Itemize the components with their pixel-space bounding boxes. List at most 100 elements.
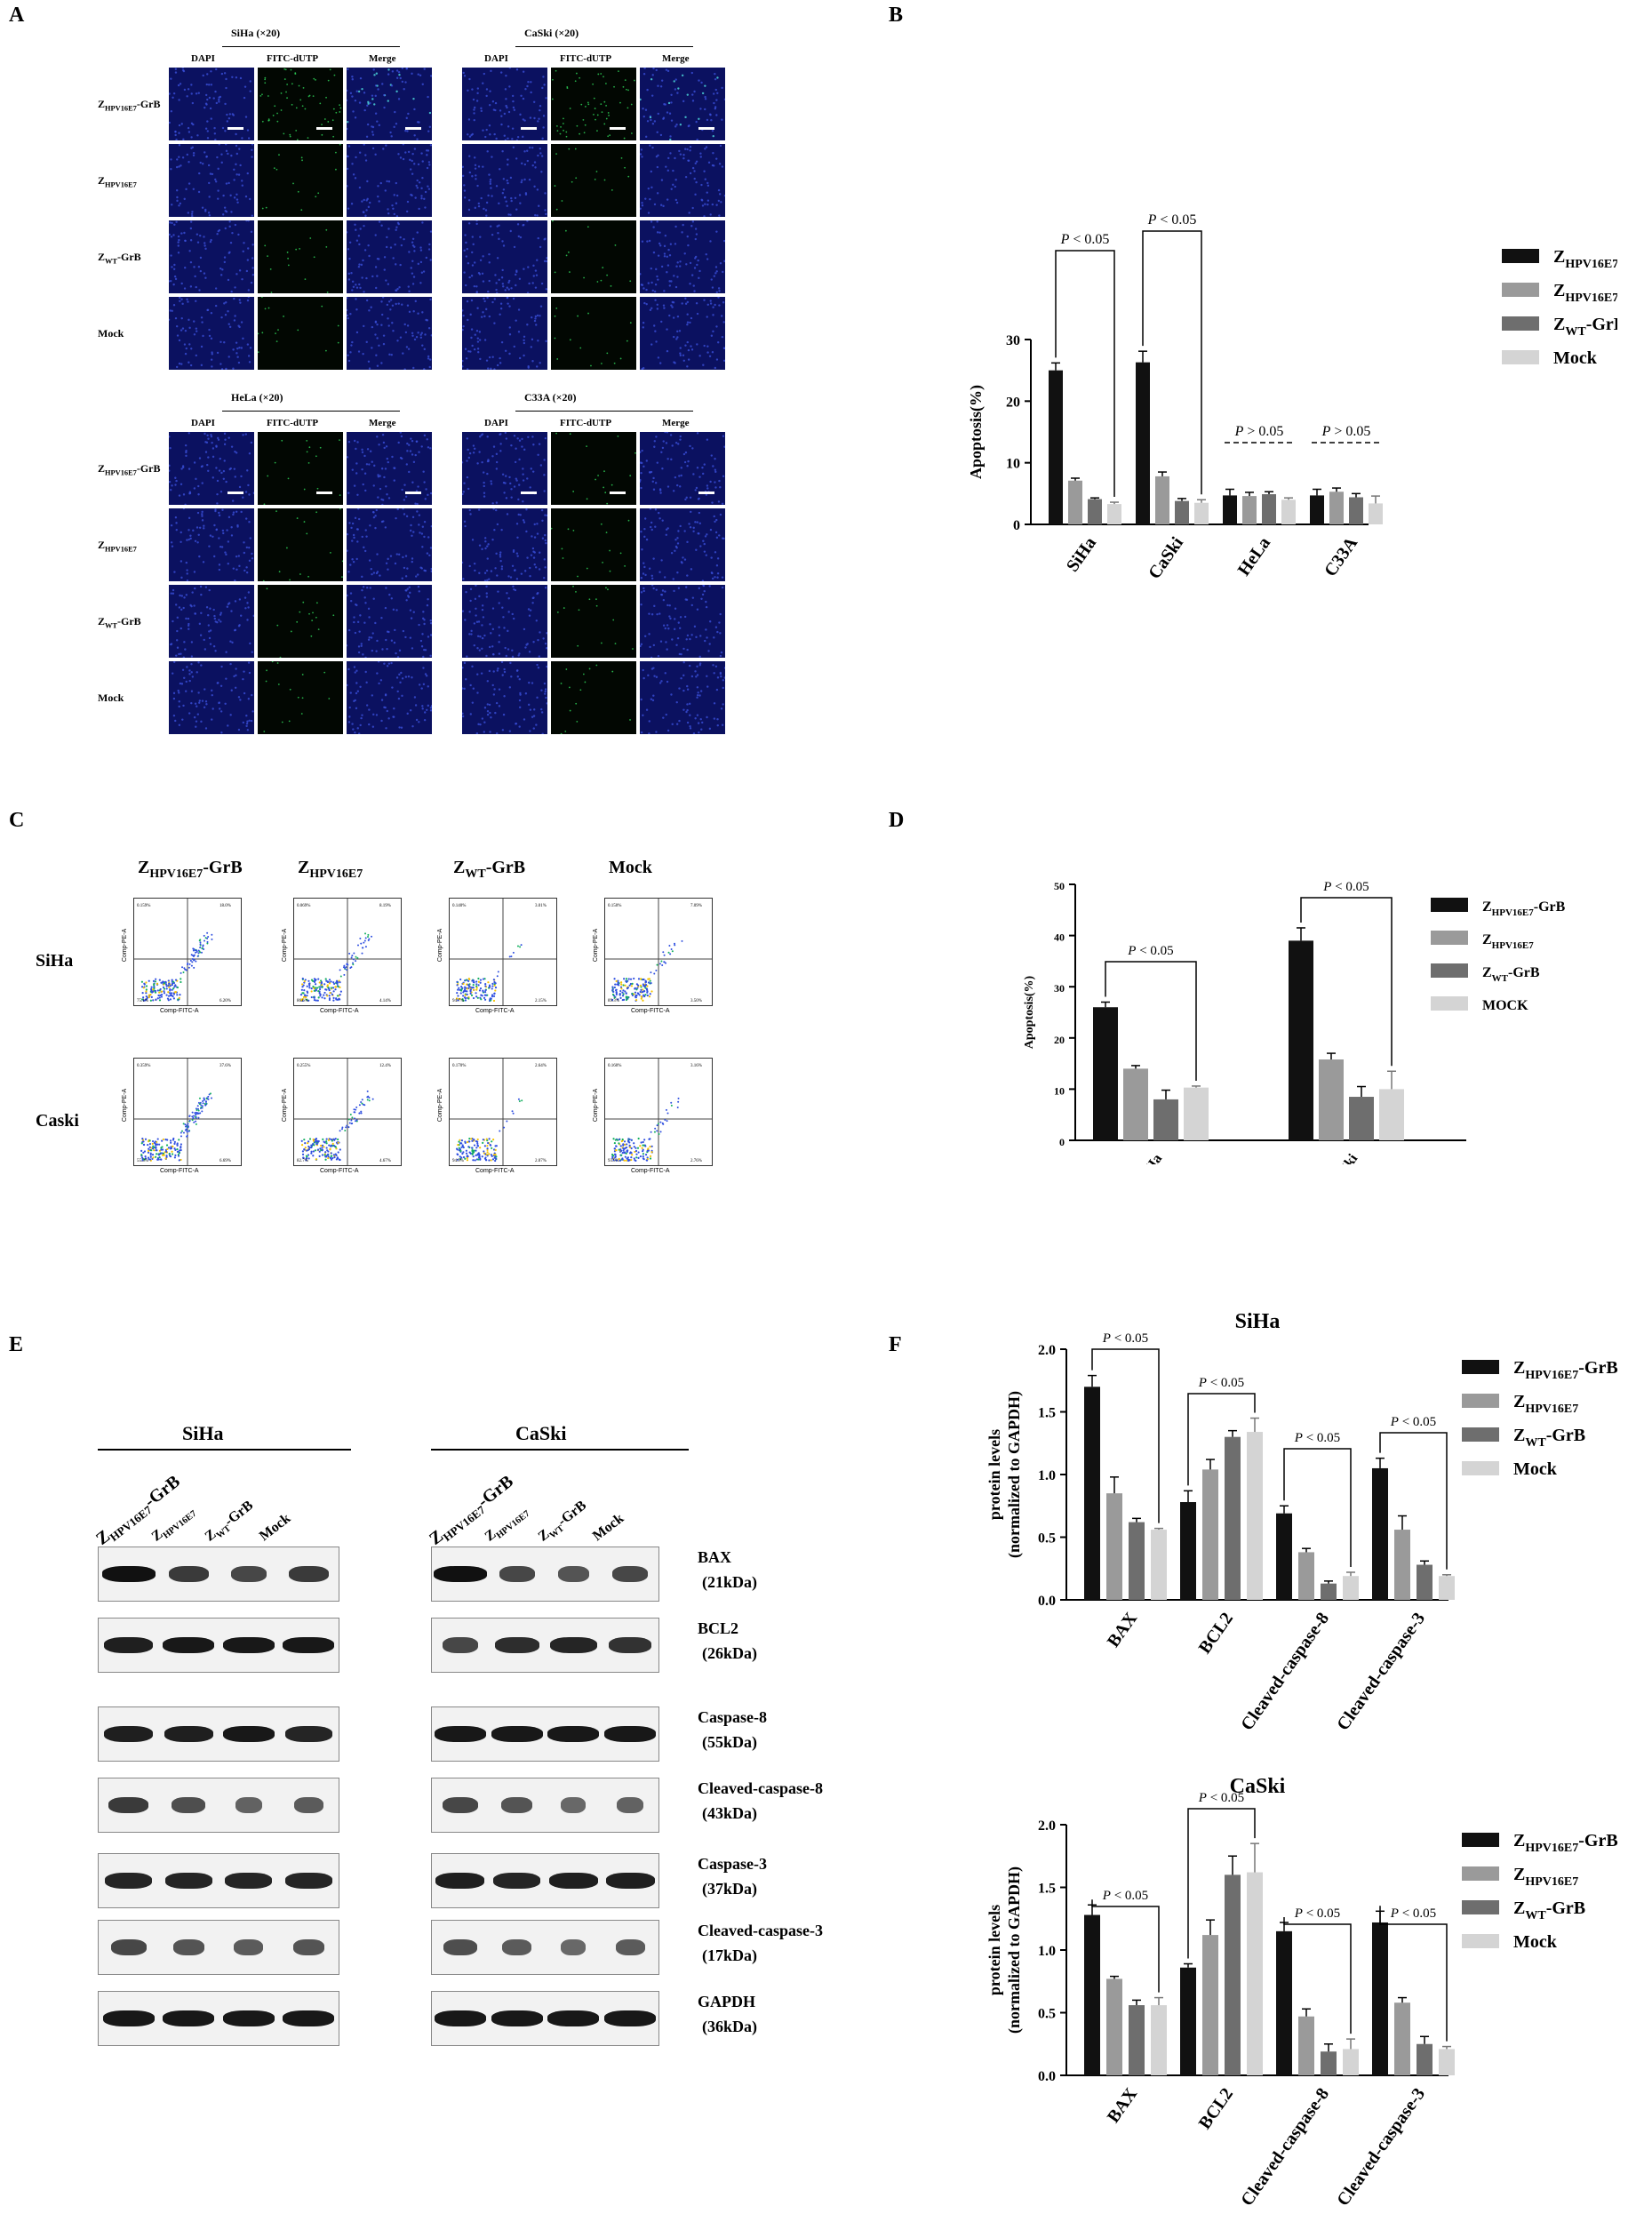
svg-text:37.6%: 37.6% bbox=[219, 1064, 231, 1068]
micrograph-tile bbox=[551, 508, 636, 581]
blot-band bbox=[442, 1797, 478, 1813]
svg-text:ZHPV16E7: ZHPV16E7 bbox=[1482, 932, 1534, 951]
flow-plot: 0.159% 18.0% 75.1% 6.20% bbox=[133, 898, 242, 1006]
column-label: FITC-dUTP bbox=[560, 53, 612, 64]
group-title-line bbox=[222, 411, 400, 412]
flow-row-label: SiHa bbox=[36, 951, 74, 971]
category-label: Cleaved-caspase-3 bbox=[1333, 1609, 1429, 1734]
svg-text:P > 0.05: P > 0.05 bbox=[1321, 424, 1371, 439]
blot-band bbox=[164, 1873, 212, 1889]
svg-text:1.5: 1.5 bbox=[1038, 1882, 1056, 1897]
flow-plot: 0.140% 3.01% 94.7% 2.15% bbox=[449, 898, 557, 1006]
bar bbox=[1372, 1467, 1388, 1600]
blot-band bbox=[168, 1566, 209, 1582]
category-label: BCL2 bbox=[1195, 2084, 1237, 2132]
micrograph-tile bbox=[640, 220, 725, 293]
row-label: Mock bbox=[98, 327, 124, 340]
blot-strip bbox=[98, 1618, 339, 1673]
bar bbox=[1106, 1493, 1122, 1600]
bar bbox=[1175, 500, 1189, 524]
svg-text:CaSki: CaSki bbox=[1230, 1775, 1286, 1798]
micrograph-tile bbox=[347, 297, 432, 370]
blot-group-title: CaSki bbox=[515, 1422, 567, 1444]
blot-band bbox=[222, 1637, 275, 1653]
svg-text:Apoptosis(%): Apoptosis(%) bbox=[967, 385, 986, 479]
micrograph-tile bbox=[258, 661, 343, 734]
category-label: Cleaved-caspase-8 bbox=[1237, 1609, 1333, 1734]
svg-text:P < 0.05: P < 0.05 bbox=[1322, 880, 1369, 894]
micrograph-tile bbox=[640, 68, 725, 140]
svg-text:ZWT-GrB: ZWT-GrB bbox=[1513, 1898, 1585, 1922]
column-label: DAPI bbox=[191, 53, 215, 64]
bar bbox=[1310, 495, 1324, 524]
blot-band bbox=[110, 1939, 147, 1955]
scale-bar bbox=[227, 127, 243, 130]
bar bbox=[1153, 1099, 1178, 1140]
group-title-line bbox=[222, 46, 400, 47]
svg-text:ZWT-GrB: ZWT-GrB bbox=[1482, 965, 1540, 984]
blot-band bbox=[288, 1566, 329, 1582]
panel-label-f: F bbox=[889, 1333, 902, 1356]
blot-band bbox=[283, 1637, 335, 1653]
micrograph-tile bbox=[640, 144, 725, 217]
svg-text:ZHPV16E7-GrB: ZHPV16E7-GrB bbox=[1482, 899, 1566, 918]
y-axis-label: Comp-PE-A bbox=[122, 1088, 129, 1123]
blot-band bbox=[172, 1797, 206, 1813]
group-title: CaSki (×20) bbox=[524, 27, 579, 39]
scale-bar bbox=[316, 127, 332, 130]
panel-label-d: D bbox=[889, 809, 905, 832]
svg-text:ZHPV16E7: ZHPV16E7 bbox=[1513, 1865, 1578, 1889]
svg-text:4.67%: 4.67% bbox=[379, 1159, 391, 1163]
bar bbox=[1180, 1967, 1196, 2075]
bar bbox=[1369, 503, 1383, 524]
category-label: Cleaved-caspase-8 bbox=[1237, 2084, 1333, 2210]
svg-text:50: 50 bbox=[1054, 880, 1065, 892]
bar bbox=[1379, 1089, 1404, 1140]
bar bbox=[1298, 2016, 1314, 2075]
micrograph-tile bbox=[347, 432, 432, 505]
svg-text:ZHPV16E7-GrB: ZHPV16E7-GrB bbox=[1513, 1358, 1618, 1382]
svg-text:1.0: 1.0 bbox=[1038, 1468, 1056, 1483]
blot-band bbox=[499, 1566, 535, 1582]
bar bbox=[1343, 2049, 1359, 2075]
bar bbox=[1084, 1387, 1100, 1600]
blot-band bbox=[612, 1566, 649, 1582]
protein-name: Cleaved-caspase-8 bbox=[698, 1779, 823, 1797]
blot-band bbox=[284, 1726, 332, 1742]
column-label: FITC-dUTP bbox=[267, 418, 319, 428]
bar bbox=[1155, 476, 1169, 524]
blot-band bbox=[491, 2010, 543, 2026]
svg-text:SiHa: SiHa bbox=[1235, 1310, 1281, 1333]
micrograph-tile bbox=[640, 432, 725, 505]
x-axis-label: Comp-FITC-A bbox=[320, 1168, 359, 1174]
svg-text:Mock: Mock bbox=[1513, 1932, 1558, 1952]
x-axis-label: Comp-FITC-A bbox=[631, 1008, 670, 1014]
bar bbox=[1281, 500, 1296, 524]
y-axis-label: Comp-PE-A bbox=[593, 928, 600, 963]
bar bbox=[1262, 494, 1276, 524]
micrograph-tile bbox=[551, 585, 636, 658]
flow-plot: 0.359% 37.6% 55.3% 6.69% bbox=[133, 1058, 242, 1166]
protein-name: Cleaved-caspase-3 bbox=[698, 1922, 823, 1939]
svg-text:94.7%: 94.7% bbox=[452, 999, 464, 1003]
svg-text:20: 20 bbox=[1054, 1034, 1065, 1046]
svg-text:MOCK: MOCK bbox=[1482, 998, 1528, 1013]
svg-text:ZWT-GrB: ZWT-GrB bbox=[1553, 315, 1617, 339]
category-label: SiHa bbox=[1136, 1152, 1165, 1164]
svg-text:ZHPV16E7-GrB: ZHPV16E7-GrB bbox=[1553, 247, 1617, 271]
panel-label-e: E bbox=[9, 1333, 24, 1356]
svg-text:86.6%: 86.6% bbox=[297, 999, 308, 1003]
blot-group-line bbox=[431, 1449, 689, 1451]
panel-label-a: A bbox=[9, 4, 25, 27]
micrograph-tile bbox=[551, 220, 636, 293]
category-label: CaSki bbox=[1145, 533, 1187, 583]
svg-text:protein levels: protein levels bbox=[986, 1429, 1003, 1520]
protein-name: BAX bbox=[698, 1548, 732, 1566]
micrograph-tile bbox=[347, 661, 432, 734]
blot-strip bbox=[98, 1778, 339, 1833]
protein-size: (21kDa) bbox=[702, 1573, 757, 1591]
x-axis-label: Comp-FITC-A bbox=[320, 1008, 359, 1014]
protein-size: (17kDa) bbox=[702, 1946, 757, 1964]
micrograph-tile bbox=[169, 68, 254, 140]
y-axis-label: Comp-PE-A bbox=[122, 928, 129, 963]
